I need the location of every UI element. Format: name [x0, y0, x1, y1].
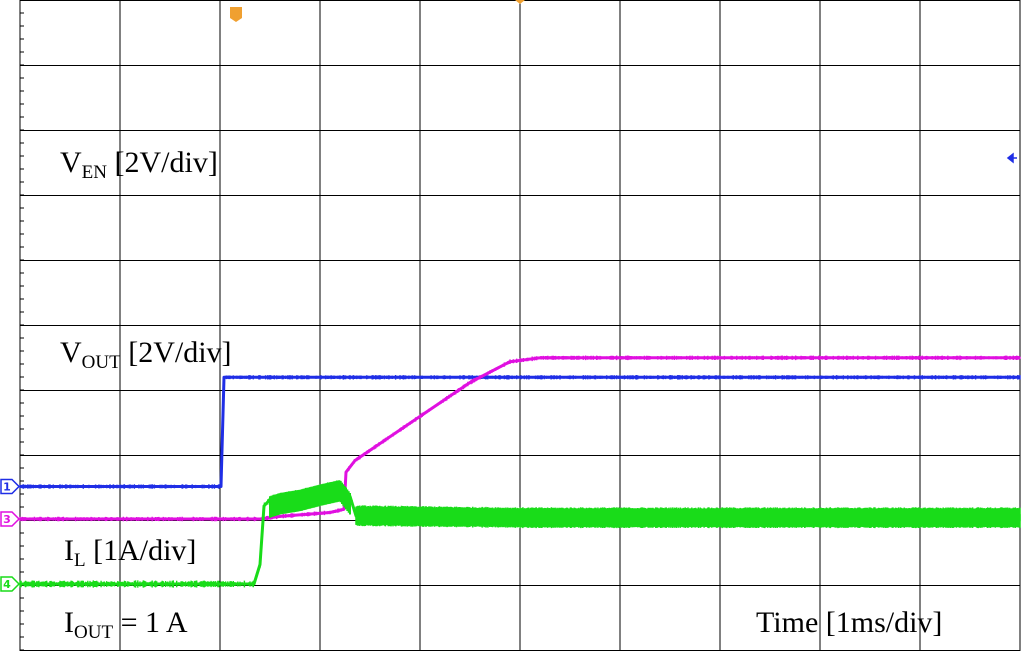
- channel-marker-label: 1: [3, 481, 11, 494]
- channel-marker-shape: [0, 478, 21, 495]
- trace-en-line: [20, 375, 1020, 488]
- channel-marker-shape: [0, 576, 21, 592]
- trigger-level-arrow[interactable]: [1006, 152, 1017, 164]
- channel-marker-label: 4: [3, 578, 11, 591]
- x-axis-label: Time [1ms/div]: [756, 606, 942, 639]
- trigger-position-marker[interactable]: [230, 7, 242, 22]
- channel-marker-label: 3: [3, 513, 11, 526]
- trace-out-line: [20, 356, 1020, 521]
- channel-marker-4[interactable]: 4: [0, 576, 21, 592]
- channel-markers: 1 3 4: [0, 0, 1017, 592]
- label-v-out: VOUT [2V/div]: [60, 336, 232, 373]
- label-i-out: IOUT = 1 A: [64, 606, 188, 643]
- label-v-en: VEN [2V/div]: [60, 146, 218, 183]
- channel-marker-1[interactable]: 1: [0, 478, 21, 495]
- trace-il-ripple: [355, 505, 1021, 529]
- channel-marker-shape: [0, 511, 21, 527]
- traces: [19, 355, 1021, 588]
- trace-il-startup-ripple: [269, 480, 351, 518]
- trace-il: [19, 480, 1021, 588]
- label-i-l: IL [1A/div]: [64, 534, 196, 571]
- channel-marker-3[interactable]: 3: [0, 511, 21, 527]
- horizontal-center-marker: [515, 0, 525, 4]
